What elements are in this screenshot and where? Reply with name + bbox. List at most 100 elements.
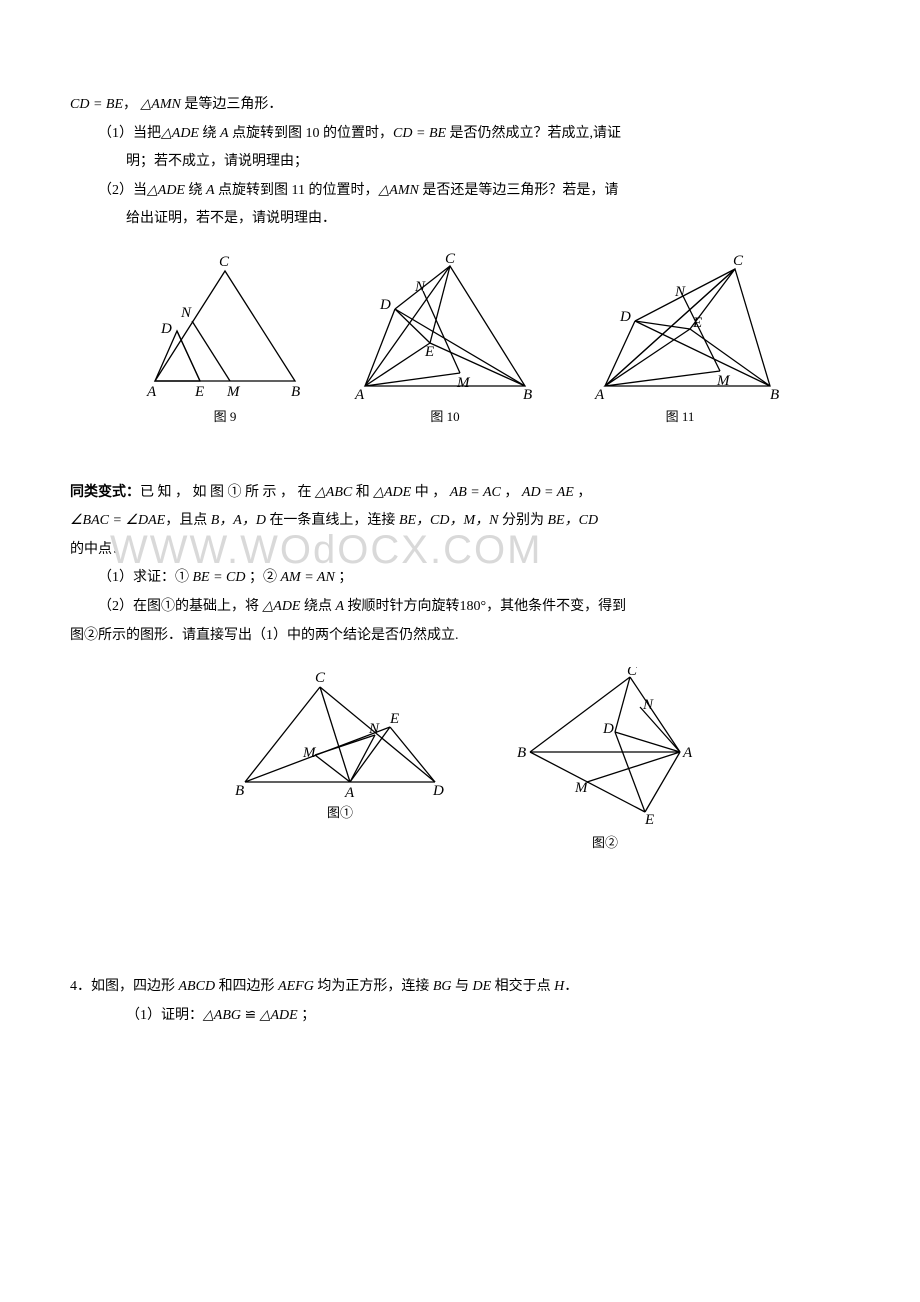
- q1-line2: 明；若不成立，请说明理由；: [70, 149, 850, 176]
- lbl-B: B: [770, 387, 779, 401]
- p4-l1e: 相交于点: [491, 979, 554, 994]
- p4-l1b: 和四边形: [215, 979, 278, 994]
- caption-fig9: 图 9: [135, 405, 315, 430]
- lbl-C: C: [315, 670, 326, 686]
- fig11: C N D E M A B 图 11: [575, 251, 785, 430]
- lbl-N: N: [368, 721, 380, 737]
- caption-fig10: 图 10: [345, 405, 545, 430]
- q2-mid1: 绕: [185, 183, 206, 198]
- p4-l2: （1）证明：△ABG ≌ △ADE ；: [70, 1003, 850, 1030]
- p4-de: DE: [473, 979, 492, 994]
- vq1-eq1: BE = CD: [193, 570, 246, 585]
- v-c1: ，: [501, 485, 522, 500]
- p4-bg: BG: [433, 979, 452, 994]
- lbl-B: B: [291, 384, 300, 400]
- v-becd: BE，CD: [544, 513, 598, 528]
- q1-mid1: 绕: [199, 126, 220, 141]
- fig9-svg: C N D A E M B: [135, 251, 315, 401]
- lbl-N: N: [674, 284, 686, 300]
- p4-l2b: ；: [298, 1008, 316, 1023]
- p4-l1f: ．: [564, 979, 578, 994]
- vq2-deg: 180°: [460, 599, 487, 614]
- q1-line1: （1）当把△ADE 绕 A 点旋转到图 10 的位置时，CD = BE 是否仍然…: [70, 121, 850, 148]
- q1-mid2: 点旋转到图 10 的位置时，: [229, 126, 394, 141]
- v-c2: ，: [574, 485, 592, 500]
- fig-c1: C E N M B A D 图①: [225, 667, 455, 856]
- v-l2d: 分别为: [502, 513, 544, 528]
- p4-t1: △ABG: [203, 1008, 241, 1023]
- p4-l2a: （1）证明：: [126, 1008, 203, 1023]
- lbl-B: B: [523, 387, 532, 401]
- fig11-svg: C N D E M A B: [575, 251, 785, 401]
- vq1-tail: ；: [335, 570, 353, 585]
- caption-c2: 图②: [515, 831, 695, 856]
- vq2-tri: △ADE: [263, 599, 301, 614]
- lbl-E: E: [194, 384, 204, 400]
- figc2-svg: C N D B A M E: [515, 667, 695, 827]
- lbl-A: A: [594, 387, 605, 401]
- p4-l1: 4．如图，四边形 ABCD 和四边形 AEFG 均为正方形，连接 BG 与 DE…: [70, 974, 850, 1001]
- caption-c1: 图①: [225, 801, 455, 826]
- lbl-E: E: [644, 812, 654, 827]
- q2-line2: 给出证明，若不是，请说明理由．: [70, 206, 850, 233]
- v-tri1: △ABC: [315, 485, 352, 500]
- vq2-l1c: 按顺时针方向旋转: [344, 599, 460, 614]
- lbl-M: M: [456, 375, 471, 391]
- intro-line: CD = BE， △AMN 是等边三角形．: [70, 92, 850, 119]
- q2-line2-text: 给出证明，若不是，请说明理由．: [126, 211, 336, 226]
- fig10-svg: C N D E M A B: [345, 251, 545, 401]
- variant-l1: 同类变式：已 知 ， 如 图 ① 所 示 ， 在 △ABC 和 △ADE 中 ，…: [70, 478, 850, 507]
- v-l1c: 中 ，: [411, 485, 450, 500]
- q2-tri: △ADE: [147, 183, 185, 198]
- lbl-B: B: [235, 783, 244, 797]
- q1-line2-text: 明；若不成立，请说明理由；: [126, 154, 308, 169]
- lbl-C: C: [445, 251, 456, 267]
- comma: ，: [123, 97, 137, 112]
- lbl-N: N: [180, 305, 192, 321]
- intro-tail: 是等边三角形．: [181, 97, 283, 112]
- lbl-E: E: [692, 315, 702, 331]
- p4-l1a: 4．如图，四边形: [70, 979, 179, 994]
- q1-tail1: 是否仍然成立？若成立,请证: [446, 126, 621, 141]
- v-tri2: △ADE: [373, 485, 411, 500]
- fig-c2: C N D B A M E 图②: [515, 667, 695, 856]
- variant-head: 同类变式：: [70, 483, 140, 499]
- lbl-D: D: [160, 321, 172, 337]
- v-eq1: AB = AC: [450, 485, 501, 500]
- eq-cd-be: CD = BE: [70, 97, 123, 112]
- v-l3: 的中点．: [70, 542, 126, 557]
- p4-l1c: 均为正方形，连接: [314, 979, 433, 994]
- q1-A: A: [220, 126, 229, 141]
- q1-eq: CD = BE: [393, 126, 446, 141]
- q2-prefix: （2）当: [98, 183, 147, 198]
- q2-amn: △AMN: [379, 183, 419, 198]
- v-l2b: ，且点: [165, 513, 207, 528]
- q2-tail1: 是否还是等边三角形？若是，请: [419, 183, 619, 198]
- lbl-D: D: [619, 309, 631, 325]
- caption-fig11: 图 11: [575, 405, 785, 430]
- lbl-M: M: [226, 384, 241, 400]
- lbl-M: M: [716, 373, 731, 389]
- vq1-mid: ；②: [246, 570, 281, 585]
- vq2-l1d: ，其他条件不变，得到: [486, 599, 626, 614]
- lbl-D: D: [379, 297, 391, 313]
- variant-l3: 的中点．: [70, 537, 850, 564]
- lbl-E: E: [389, 711, 399, 727]
- vq2-l2: 图②所示的图形．请直接写出（1）中的两个结论是否仍然成立.: [70, 623, 850, 650]
- figure-row-top: C N D A E M B 图 9: [70, 251, 850, 430]
- tri-amn: △AMN: [141, 97, 181, 112]
- lbl-A: A: [146, 384, 157, 400]
- q1-tri: △ADE: [161, 126, 199, 141]
- p4-H: H: [554, 979, 564, 994]
- v-l1a: 已 知 ， 如 图 ① 所 示 ， 在: [140, 485, 315, 500]
- lbl-M: M: [302, 745, 317, 761]
- vq2-l1b: 绕点: [300, 599, 335, 614]
- vq1: （1）求证：① BE = CD ；② AM = AN ；: [70, 565, 850, 592]
- lbl-A: A: [354, 387, 365, 401]
- v-eq2: AD = AE: [522, 485, 574, 500]
- p4-aefg: AEFG: [278, 979, 314, 994]
- q1-prefix: （1）当把: [98, 126, 161, 141]
- lbl-D: D: [602, 721, 614, 737]
- vq2-l1a: （2）在图①的基础上，将: [98, 599, 263, 614]
- lbl-M: M: [574, 780, 589, 796]
